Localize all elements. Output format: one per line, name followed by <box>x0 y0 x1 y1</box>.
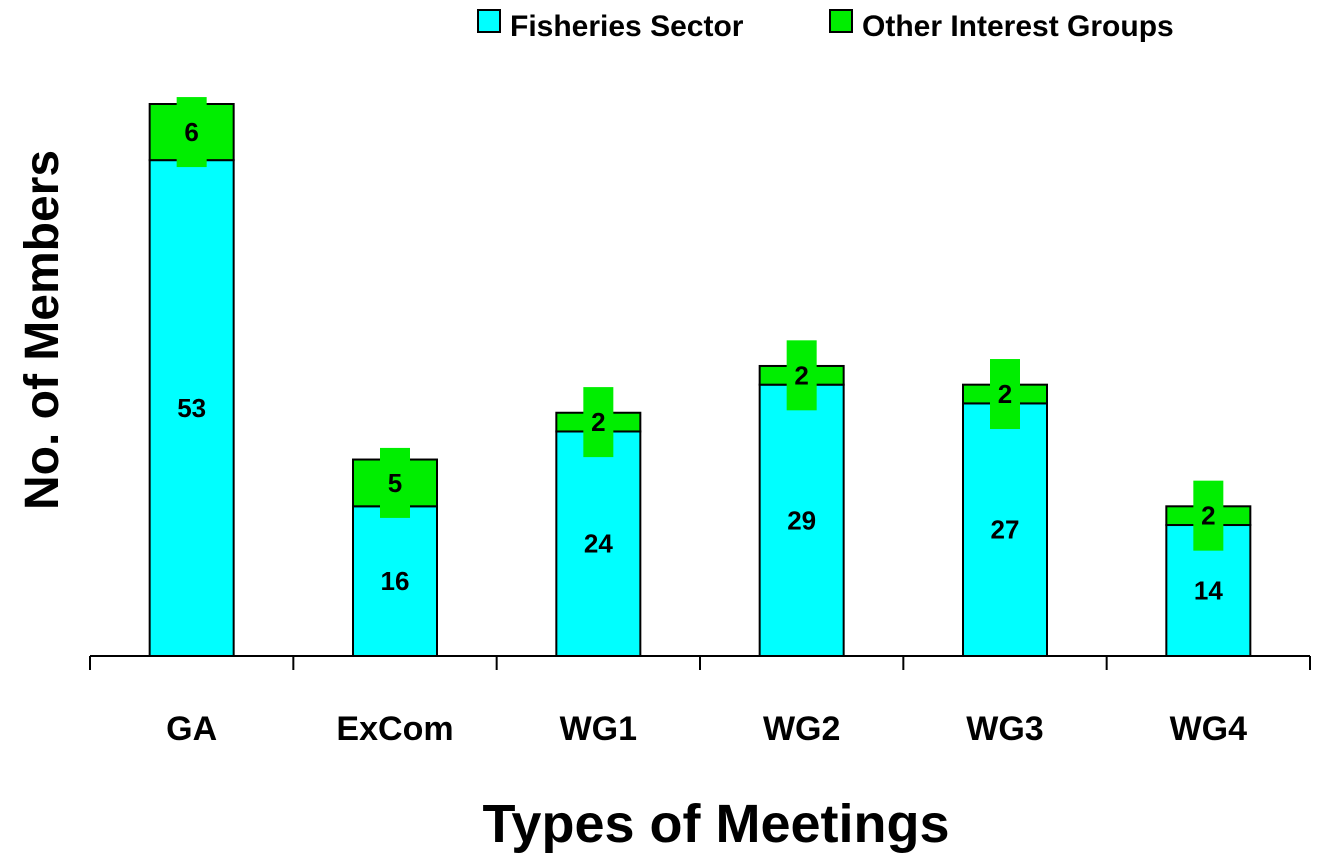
data-label-bg-other-interest-groups-wg4 <box>1193 480 1224 551</box>
y-axis-title: No. of Members <box>16 150 69 510</box>
x-tick-label-wg3: WG3 <box>966 710 1043 748</box>
bars-group: 53 6 16 5 24 2 29 2 27 2 14 2 <box>148 97 1252 658</box>
data-label-fisheries-sector-wg3: 27 <box>991 515 1020 545</box>
data-label-fisheries-sector-ga: 53 <box>177 393 206 423</box>
legend-label-fisheries-sector: Fisheries Sector <box>510 10 744 43</box>
data-label-fisheries-sector-wg1: 24 <box>584 529 613 559</box>
data-label-other-interest-groups-ga: 6 <box>184 117 198 147</box>
legend: Fisheries Sector Other Interest Groups <box>477 9 1174 43</box>
data-label-fisheries-sector-excom: 16 <box>381 566 410 596</box>
data-label-other-interest-groups-excom: 5 <box>388 468 402 498</box>
data-label-bg-other-interest-groups-ga <box>176 97 207 168</box>
data-label-other-interest-groups-wg4: 2 <box>1201 501 1215 531</box>
data-label-other-interest-groups-wg3: 2 <box>998 379 1012 409</box>
x-tick-label-wg1: WG1 <box>560 710 637 748</box>
legend-swatch-other-interest-groups <box>829 9 853 33</box>
bar-fisheries-sector-ga <box>148 159 235 657</box>
legend-label-other-interest-groups: Other Interest Groups <box>862 10 1174 43</box>
data-label-bg-other-interest-groups-wg3 <box>990 359 1020 430</box>
x-axis: GA ExCom WG1 WG2 WG3 WG4 <box>89 655 1311 748</box>
bar-fisheries-sector-wg1 <box>555 430 642 658</box>
x-tick-label-wg4: WG4 <box>1170 710 1248 748</box>
bar-fisheries-sector-wg3 <box>962 402 1048 657</box>
data-label-bg-other-interest-groups-wg2 <box>786 340 817 411</box>
data-label-bg-other-interest-groups-excom <box>380 447 410 518</box>
x-tick-label-excom: ExCom <box>336 710 453 748</box>
data-label-fisheries-sector-wg2: 29 <box>787 505 816 535</box>
bar-fisheries-sector-excom <box>352 505 438 657</box>
data-label-fisheries-sector-wg4: 14 <box>1194 576 1223 606</box>
data-label-bg-other-interest-groups-wg1 <box>583 387 614 458</box>
x-tick-label-ga: GA <box>166 710 217 748</box>
data-label-other-interest-groups-wg2: 2 <box>794 360 808 390</box>
x-tick-label-wg2: WG2 <box>763 710 840 748</box>
x-axis-title: Types of Meetings <box>482 794 949 853</box>
legend-swatch-fisheries-sector <box>477 9 501 33</box>
data-label-other-interest-groups-wg1: 2 <box>591 407 605 437</box>
